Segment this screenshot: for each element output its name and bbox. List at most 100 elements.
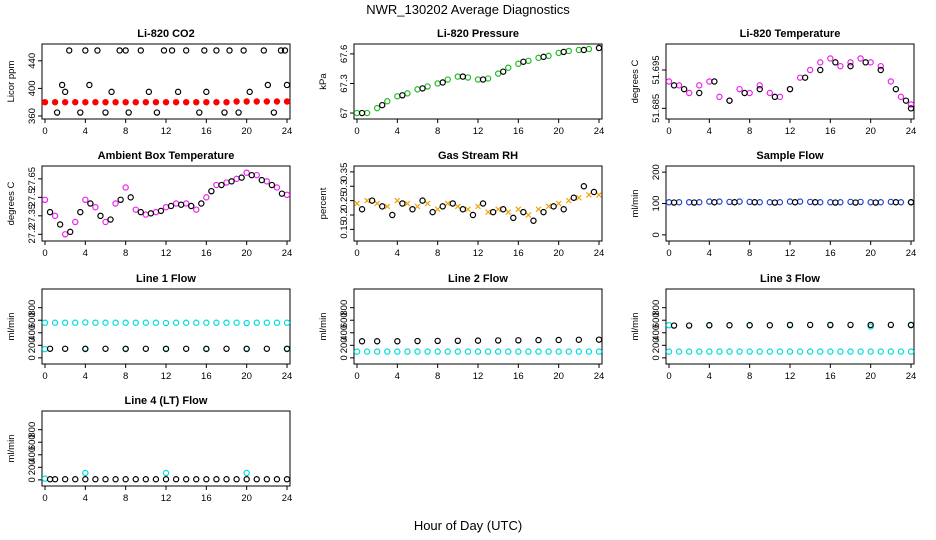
data-point bbox=[82, 345, 89, 352]
data-point bbox=[550, 203, 557, 210]
data-point bbox=[545, 52, 552, 60]
data-point bbox=[246, 88, 253, 96]
data-point bbox=[152, 319, 160, 326]
panel-title: Li-820 Temperature bbox=[740, 28, 841, 40]
data-point bbox=[201, 47, 208, 54]
data-point bbox=[394, 93, 401, 100]
data-point bbox=[827, 348, 834, 355]
y-tick-label: 400 bbox=[339, 325, 350, 341]
data-point bbox=[685, 322, 693, 329]
data-point bbox=[862, 59, 869, 66]
data-point bbox=[711, 199, 718, 206]
data-point bbox=[454, 348, 462, 355]
data-point bbox=[86, 81, 93, 89]
panel-5: Gas Stream RH 0 4 8 12 16 20 24 0.150.20.250.30.… bbox=[318, 150, 604, 259]
data-point bbox=[235, 109, 242, 116]
data-point bbox=[812, 199, 819, 206]
data-point bbox=[283, 191, 291, 199]
panel-title: Ambient Box Temperature bbox=[98, 150, 235, 162]
data-point bbox=[233, 98, 240, 105]
data-point bbox=[188, 202, 195, 210]
x-tick-label: 4 bbox=[707, 126, 712, 137]
data-point bbox=[77, 208, 84, 216]
data-point bbox=[907, 101, 915, 108]
panel-title: Li-820 CO2 bbox=[137, 28, 194, 40]
panel-title: Line 3 Flow bbox=[760, 273, 820, 285]
data-point bbox=[494, 70, 502, 77]
data-point bbox=[379, 203, 386, 210]
data-point bbox=[223, 319, 230, 326]
data-point bbox=[132, 98, 139, 106]
data-point bbox=[545, 203, 552, 210]
data-point bbox=[665, 78, 673, 85]
data-point bbox=[358, 206, 366, 213]
data-point bbox=[193, 319, 200, 326]
data-point bbox=[112, 476, 119, 483]
data-point bbox=[454, 73, 462, 80]
x-tick-label: 20 bbox=[553, 371, 564, 382]
data-point bbox=[454, 337, 462, 345]
figure-xlabel: Hour of Day (UTC) bbox=[414, 518, 522, 533]
series-1 bbox=[665, 348, 915, 355]
x-tick-label: 0 bbox=[354, 126, 359, 137]
data-point bbox=[887, 198, 895, 206]
data-point bbox=[685, 89, 693, 97]
data-point bbox=[711, 78, 718, 85]
data-point bbox=[520, 208, 527, 216]
data-point bbox=[162, 203, 170, 211]
data-point bbox=[373, 338, 381, 345]
y-tick-label: 0.25 bbox=[339, 191, 350, 210]
data-point bbox=[540, 53, 547, 61]
data-point bbox=[464, 74, 472, 81]
data-point bbox=[464, 348, 472, 355]
y-axis-label: ml/min bbox=[630, 190, 641, 218]
x-tick-label: 12 bbox=[473, 248, 484, 259]
data-point bbox=[157, 207, 165, 215]
data-point bbox=[837, 348, 844, 355]
plot-frame bbox=[665, 43, 915, 120]
data-point bbox=[162, 476, 170, 483]
data-point bbox=[243, 319, 250, 327]
x-tick-label: 12 bbox=[161, 493, 172, 504]
data-point bbox=[168, 47, 176, 54]
data-point bbox=[198, 200, 205, 207]
data-point bbox=[145, 88, 153, 96]
data-point bbox=[479, 200, 487, 207]
data-point bbox=[706, 198, 713, 205]
y-axis-label: degrees C bbox=[6, 181, 17, 225]
x-tick-label: 20 bbox=[241, 493, 252, 504]
data-point bbox=[907, 105, 915, 112]
data-point bbox=[675, 348, 683, 355]
data-point bbox=[223, 476, 230, 483]
data-point bbox=[525, 57, 532, 65]
data-point bbox=[213, 476, 220, 483]
data-point bbox=[142, 98, 150, 106]
data-point bbox=[475, 203, 481, 210]
data-point bbox=[485, 209, 492, 216]
data-point bbox=[213, 181, 220, 189]
data-point bbox=[494, 348, 502, 355]
y-tick-label: 0.15 bbox=[339, 220, 350, 239]
data-point bbox=[102, 98, 109, 106]
series-3 bbox=[670, 321, 915, 329]
data-point bbox=[449, 200, 456, 207]
data-point bbox=[82, 98, 89, 106]
data-point bbox=[353, 109, 361, 117]
data-point bbox=[46, 345, 54, 352]
data-point bbox=[56, 221, 64, 228]
data-point bbox=[494, 337, 502, 344]
x-tick-label: 4 bbox=[707, 248, 712, 259]
data-point bbox=[238, 174, 245, 181]
data-point bbox=[253, 98, 260, 105]
data-point bbox=[736, 348, 743, 355]
x-tick-label: 4 bbox=[83, 371, 88, 382]
data-point bbox=[354, 200, 360, 207]
y-axis-label: ml/min bbox=[318, 313, 329, 341]
x-tick-label: 12 bbox=[785, 248, 796, 259]
y-axis-label: ml/min bbox=[6, 313, 17, 341]
y-tick-label: 400 bbox=[27, 80, 38, 96]
data-point bbox=[454, 203, 461, 210]
series-1 bbox=[41, 98, 291, 106]
